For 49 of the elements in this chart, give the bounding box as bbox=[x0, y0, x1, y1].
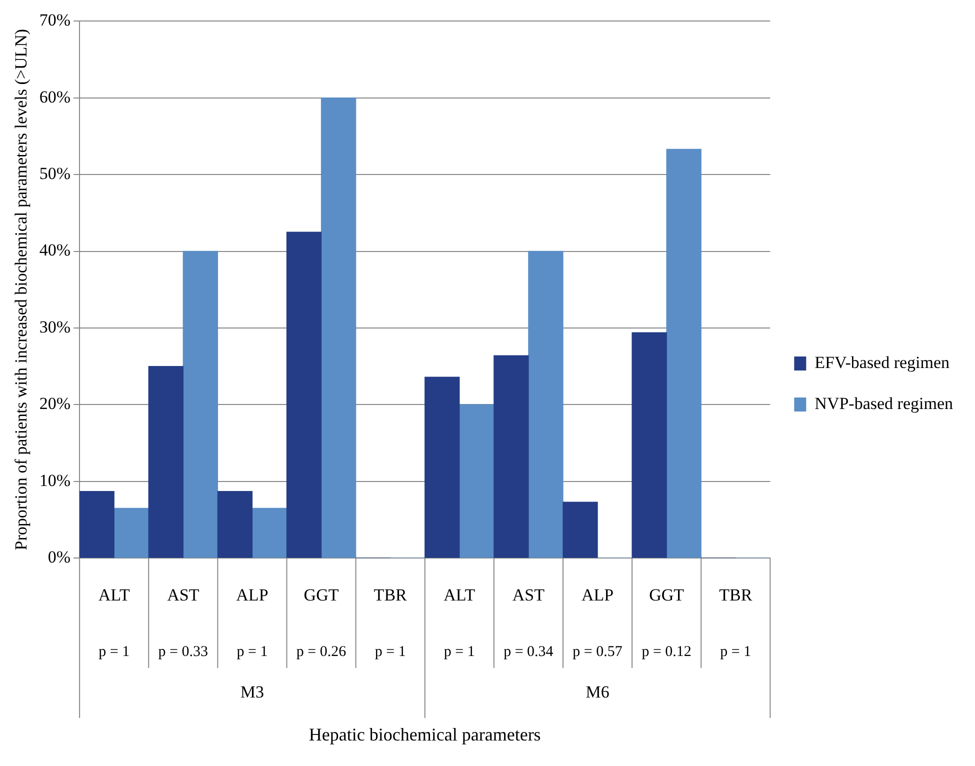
text: p = 0.57 bbox=[572, 644, 623, 660]
x-tick-label: ALT bbox=[444, 585, 476, 604]
bar bbox=[80, 490, 114, 558]
bar bbox=[424, 376, 460, 558]
text: p = 0.34 bbox=[504, 644, 554, 660]
x-tick-label: AST bbox=[167, 585, 200, 604]
y-tick-label: 30% bbox=[39, 317, 71, 336]
y-tick-label: 10% bbox=[39, 470, 71, 490]
bar bbox=[459, 404, 494, 558]
bar bbox=[562, 502, 598, 558]
text: p = 1 bbox=[374, 644, 406, 660]
y-tick-label: 0% bbox=[48, 547, 71, 566]
bar bbox=[632, 332, 667, 558]
text: M3 bbox=[240, 682, 264, 702]
bar bbox=[666, 148, 702, 558]
text: p = 1 bbox=[236, 644, 268, 660]
text: p = 1 bbox=[720, 644, 752, 660]
text: Hepatic biochemical parameters bbox=[308, 724, 541, 745]
x-tick-label: TBR bbox=[374, 585, 408, 604]
text: p = 1 bbox=[444, 644, 475, 660]
y-tick-label: 40% bbox=[39, 240, 71, 260]
y-tick-label: 50% bbox=[39, 164, 71, 184]
text: p = 0.12 bbox=[642, 644, 692, 660]
y-axis-title: Proportion of patients with increased biochemical parameters levels (>ULN) bbox=[12, 28, 31, 550]
bar bbox=[217, 490, 253, 558]
x-tick-label: GGT bbox=[649, 585, 685, 604]
bar bbox=[148, 366, 184, 558]
bar bbox=[114, 508, 149, 558]
x-tick-label: TBR bbox=[719, 585, 753, 604]
x-tick-label: ALP bbox=[236, 585, 268, 604]
x-tick-label: GGT bbox=[304, 585, 340, 604]
bar bbox=[252, 508, 288, 558]
bar bbox=[528, 250, 564, 558]
text: p = 0.26 bbox=[296, 644, 347, 660]
y-tick-label: 60% bbox=[39, 87, 71, 106]
bar bbox=[320, 98, 356, 558]
bar bbox=[286, 232, 322, 558]
bar bbox=[182, 250, 218, 558]
text: p = 0.33 bbox=[158, 644, 208, 660]
legend-label: EFV-based regimen bbox=[814, 352, 950, 372]
y-tick-label: 70% bbox=[39, 10, 71, 30]
bar bbox=[494, 355, 529, 558]
x-tick-label: ALP bbox=[581, 585, 614, 604]
x-tick-label: ALT bbox=[98, 585, 130, 604]
legend-label: NVP-based regimen bbox=[814, 394, 954, 413]
x-tick-label: AST bbox=[512, 585, 546, 604]
text: M6 bbox=[586, 682, 610, 702]
text: p = 1 bbox=[98, 644, 130, 660]
y-tick-label: 20% bbox=[39, 394, 71, 414]
